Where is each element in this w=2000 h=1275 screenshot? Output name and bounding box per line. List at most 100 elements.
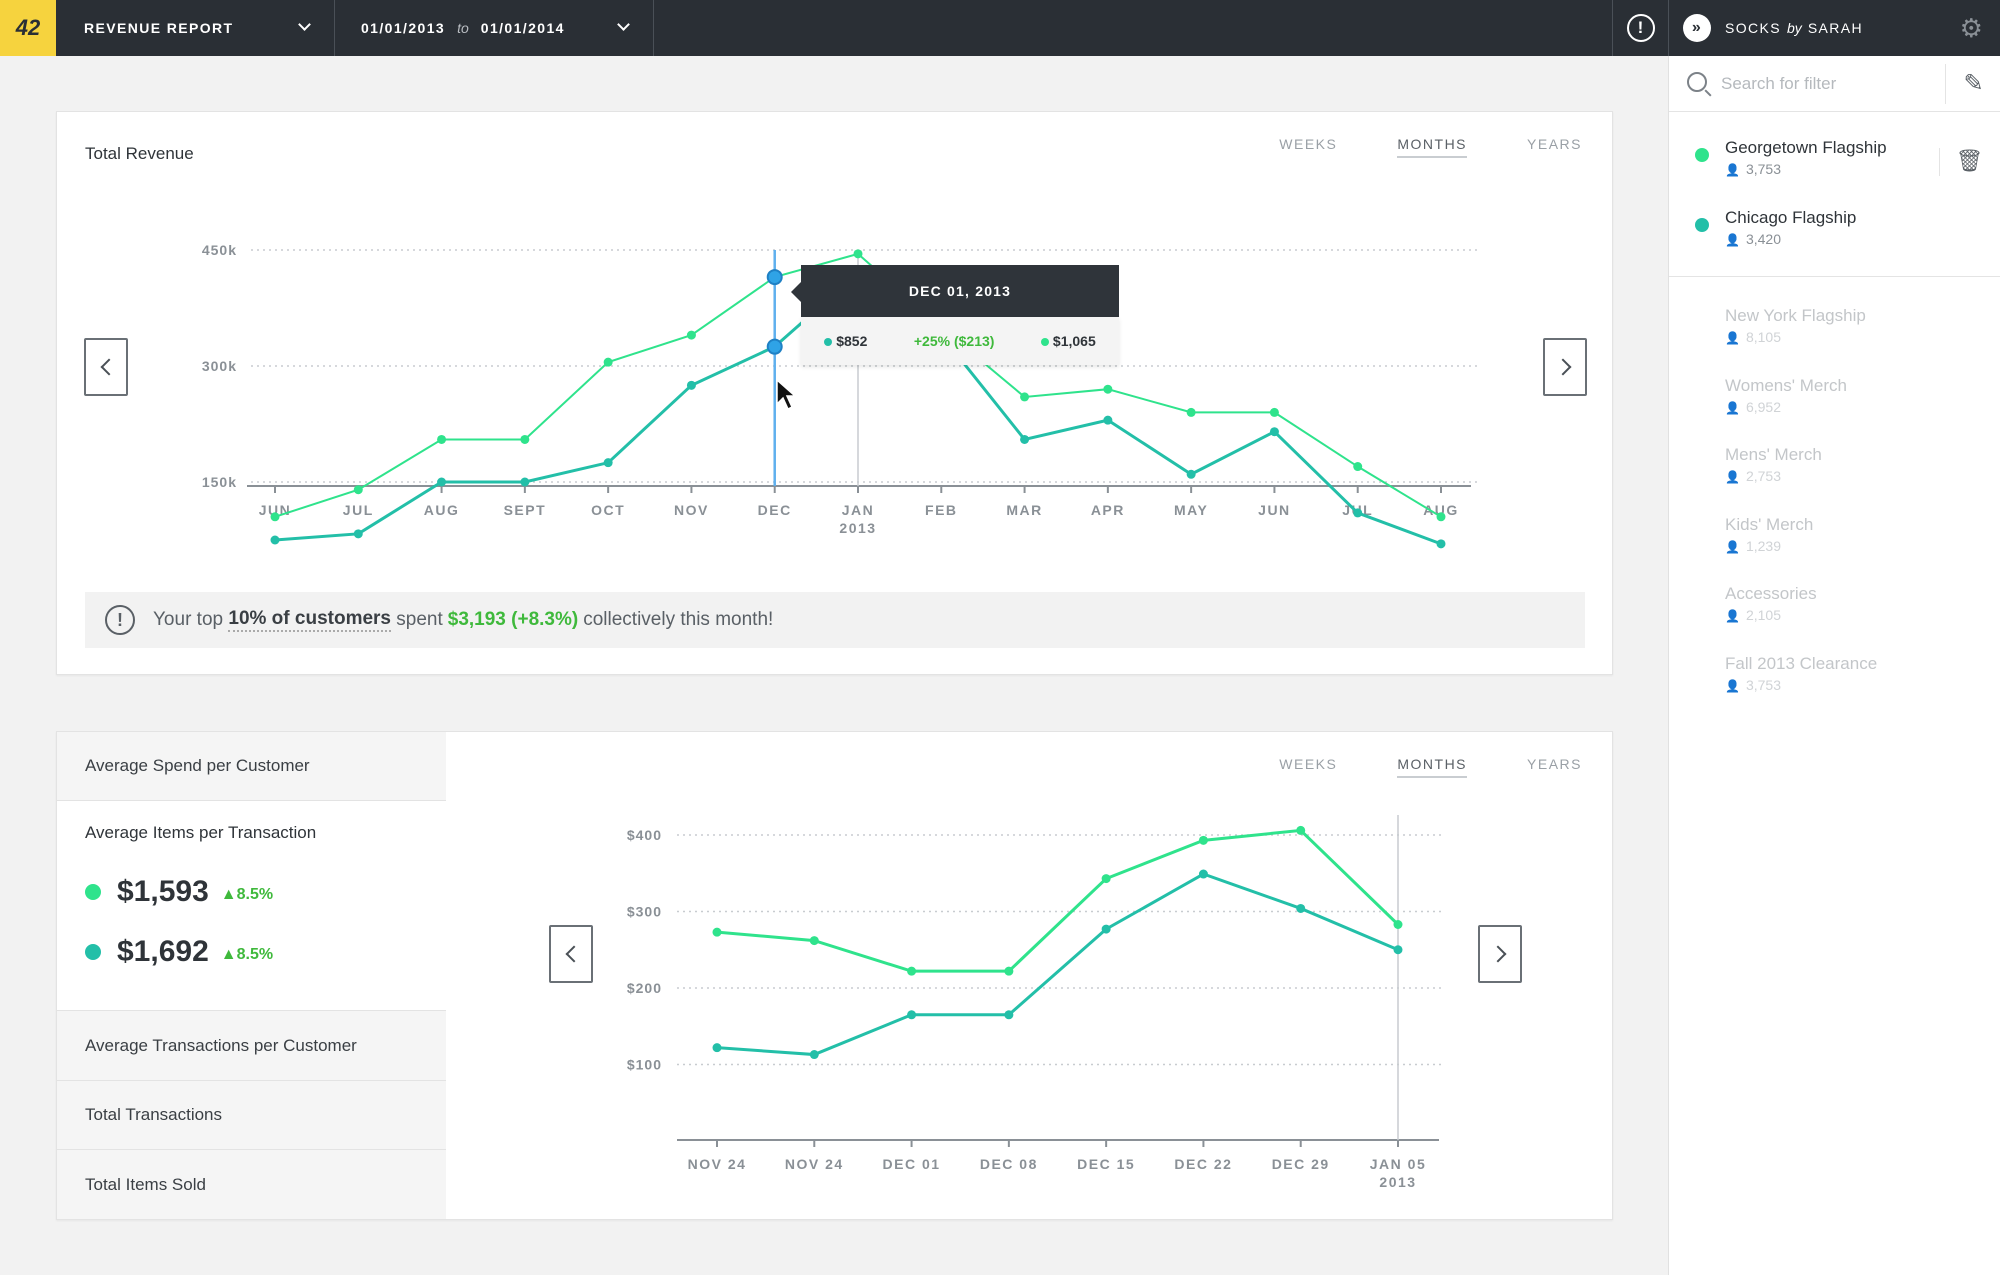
trash-icon[interactable]: 🗑 — [1939, 148, 1987, 176]
data-point — [1393, 920, 1403, 930]
account-menu[interactable]: » SOCKS by SARAH ⚙ — [1668, 0, 2000, 56]
insight-banner: ! Your top 10% of customers spent $3,193… — [85, 592, 1585, 648]
data-point — [1186, 469, 1196, 479]
tab-months[interactable]: MONTHS — [1397, 756, 1468, 778]
data-point — [1004, 1010, 1014, 1020]
metric-avg-items[interactable]: Average Items per Transaction $1,593 ▲8.… — [57, 801, 446, 1011]
store-count: 👤 3,753 — [1725, 677, 1781, 693]
tooltip-values: $852 +25% ($213) $1,065 — [801, 317, 1119, 365]
store-count: 👤 1,239 — [1725, 538, 1781, 554]
metrics-list: Average Spend per Customer Average Items… — [57, 732, 446, 1219]
tab-weeks[interactable]: WEEKS — [1279, 756, 1338, 772]
brand-owner: SARAH — [1807, 20, 1864, 36]
data-point — [809, 1050, 819, 1060]
tab-years[interactable]: YEARS — [1527, 136, 1582, 152]
report-selector[interactable]: REVENUE REPORT — [56, 0, 335, 56]
insight-prefix: Your top — [153, 609, 224, 630]
metric-title: Average Items per Transaction — [85, 823, 317, 842]
tooltip-diff: +25% ($213) — [913, 333, 995, 349]
x-tick-label: DEC 15 — [1077, 1156, 1135, 1172]
x-tick-sublabel: 2013 — [839, 520, 876, 536]
chart-prev-button[interactable] — [84, 338, 128, 396]
tab-months[interactable]: MONTHS — [1397, 136, 1468, 158]
alert-icon: ! — [1626, 14, 1655, 42]
sidebar-divider — [1669, 276, 2000, 277]
chevron-right-icon — [1489, 945, 1506, 963]
series-color-dot — [1040, 338, 1049, 346]
date-range-selector[interactable]: 01/01/2013 to 01/01/2014 — [335, 0, 654, 56]
person-icon: 👤 — [1725, 679, 1740, 693]
tab-weeks[interactable]: WEEKS — [1279, 136, 1338, 152]
chart-prev-button[interactable] — [549, 925, 593, 983]
metric-avg-spend[interactable]: Average Spend per Customer — [57, 732, 446, 801]
store-filter-sidebar: ✎ Georgetown Flagship 👤3,753 🗑 Chicago F… — [1668, 56, 2000, 1275]
x-tick-label: JAN 05 — [1370, 1156, 1426, 1172]
alerts-button[interactable]: ! — [1612, 0, 1668, 56]
data-point — [1436, 512, 1446, 522]
y-tick-label: $400 — [627, 827, 662, 843]
data-point — [1103, 384, 1113, 394]
store-name: Mens' Merch — [1725, 445, 1822, 464]
search-input[interactable] — [1721, 70, 1941, 98]
app-logo[interactable]: 42 — [0, 0, 56, 56]
tooltip-date: DEC 01, 2013 — [801, 265, 1119, 317]
y-tick-label: $200 — [627, 980, 662, 996]
person-icon: 👤 — [1725, 331, 1740, 345]
pencil-icon[interactable]: ✎ — [1945, 64, 2000, 104]
data-point — [1186, 407, 1196, 417]
series-line — [716, 828, 1400, 973]
data-point — [1436, 539, 1446, 549]
data-point — [520, 434, 530, 444]
chevron-left-icon — [565, 945, 582, 963]
x-tick-label: AUG — [424, 502, 460, 518]
up-arrow-icon: ▲ — [220, 886, 237, 903]
gear-icon[interactable]: ⚙ — [1959, 13, 1985, 43]
y-tick-label: 300k — [202, 358, 237, 374]
store-name: Chicago Flagship — [1725, 208, 1857, 227]
x-tick-label: APR — [1091, 502, 1125, 518]
data-point — [520, 477, 530, 487]
data-point — [1353, 462, 1363, 472]
x-tick-label: DEC 22 — [1174, 1156, 1232, 1172]
data-point — [686, 330, 696, 340]
card-title: Total Revenue — [85, 144, 194, 163]
y-tick-label: 150k — [202, 474, 237, 490]
x-tick-label: FEB — [925, 502, 958, 518]
data-point — [1393, 945, 1403, 955]
data-point — [353, 485, 363, 495]
y-tick-label: 450k — [202, 242, 237, 258]
series-color-dot — [85, 884, 101, 900]
metric-value: $1,593 — [117, 875, 209, 908]
person-icon: 👤 — [1725, 401, 1740, 415]
metric-total-items[interactable]: Total Items Sold — [57, 1150, 446, 1219]
metric-avg-transactions[interactable]: Average Transactions per Customer — [57, 1011, 446, 1081]
search-icon — [1687, 72, 1707, 92]
chart-next-button[interactable] — [1543, 338, 1587, 396]
data-point — [1198, 835, 1208, 845]
data-point — [437, 477, 447, 487]
x-tick-label: OCT — [591, 502, 625, 518]
store-count: 👤 2,753 — [1725, 468, 1781, 484]
x-tick-sublabel: 2013 — [1379, 1174, 1416, 1190]
date-to: 01/01/2014 — [480, 20, 565, 36]
data-point — [712, 1043, 722, 1053]
insight-highlight-link[interactable]: 10% of customers — [228, 608, 391, 632]
chart-next-button[interactable] — [1478, 925, 1522, 983]
mouse-cursor-icon — [776, 378, 797, 411]
series-line — [716, 872, 1399, 1057]
store-name: Womens' Merch — [1725, 376, 1847, 395]
data-point — [712, 927, 722, 937]
person-icon: 👤 — [1725, 609, 1740, 623]
x-tick-label: AUG — [1423, 502, 1459, 518]
metric-line-chart[interactable]: $100 $200 $300 $400 NOV 24 NOV 24 DEC 01 DEC 08… — [57, 732, 1614, 1221]
top-bar: 42 REVENUE REPORT 01/01/2013 to 01/01/20… — [0, 0, 2000, 56]
data-point — [1353, 508, 1363, 518]
series-color-dot — [1695, 148, 1709, 162]
range-tabs: WEEKS MONTHS YEARS — [1279, 136, 1582, 158]
tab-years[interactable]: YEARS — [1527, 756, 1582, 772]
person-icon: 👤 — [1725, 470, 1740, 484]
data-point — [1101, 924, 1111, 934]
metrics-card: Average Spend per Customer Average Items… — [56, 731, 1613, 1220]
metric-total-transactions[interactable]: Total Transactions — [57, 1081, 446, 1150]
y-tick-label: $300 — [627, 904, 662, 920]
